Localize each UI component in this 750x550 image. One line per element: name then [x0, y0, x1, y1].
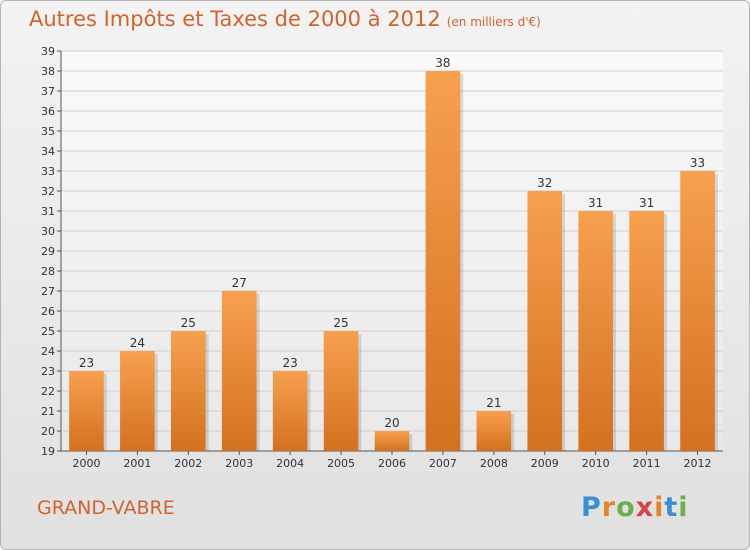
y-tick-label-39: 39 — [41, 45, 55, 58]
bar-2007 — [425, 71, 461, 451]
x-tick-label-2007: 2007 — [429, 457, 457, 470]
bar-2003 — [221, 291, 257, 451]
y-tick-label-33: 33 — [41, 165, 55, 178]
y-tick-label-30: 30 — [41, 225, 55, 238]
data-label-2007: 38 — [435, 56, 450, 70]
commune-name: GRAND-VABRE — [37, 497, 175, 519]
y-tick-label-27: 27 — [41, 285, 55, 298]
chart-unit: (en milliers d'€) — [446, 15, 541, 29]
data-label-2000: 23 — [79, 356, 94, 370]
y-tick-label-31: 31 — [41, 205, 55, 218]
x-tick-label-2009: 2009 — [531, 457, 559, 470]
logo-letter-t: t — [664, 492, 679, 523]
data-label-2010: 31 — [588, 196, 603, 210]
y-tick-label-35: 35 — [41, 125, 55, 138]
y-tick-label-21: 21 — [41, 405, 55, 418]
y-tick-label-36: 36 — [41, 105, 55, 118]
y-tick-label-26: 26 — [41, 305, 55, 318]
y-tick-label-25: 25 — [41, 325, 55, 338]
logo-letter-x: x — [635, 492, 655, 523]
data-label-2012: 33 — [690, 156, 705, 170]
x-tick-label-2011: 2011 — [633, 457, 661, 470]
x-tick-label-2006: 2006 — [378, 457, 406, 470]
bar-2008 — [476, 411, 512, 451]
proxiti-logo: Proxiti — [581, 492, 689, 523]
y-tick-label-38: 38 — [41, 65, 55, 78]
logo-letter-o: o — [616, 492, 636, 523]
chart-title: Autres Impôts et Taxes de 2000 à 2012 (en… — [29, 7, 541, 31]
data-label-2001: 24 — [130, 336, 145, 350]
data-label-2009: 32 — [537, 176, 552, 190]
bar-2011 — [629, 211, 664, 451]
logo-letter-p: P — [581, 492, 602, 523]
data-label-2006: 20 — [384, 416, 399, 430]
bar-2010 — [578, 211, 614, 451]
y-tick-label-22: 22 — [41, 385, 55, 398]
data-label-2003: 27 — [232, 276, 247, 290]
bar-2005 — [323, 331, 359, 451]
x-tick-label-2008: 2008 — [480, 457, 508, 470]
x-tick-label-2003: 2003 — [225, 457, 253, 470]
bar-2004 — [272, 371, 308, 451]
bar-2002 — [170, 331, 206, 451]
bar-2000 — [69, 371, 104, 451]
y-tick-label-34: 34 — [41, 145, 55, 158]
y-tick-label-23: 23 — [41, 365, 55, 378]
y-tick-label-24: 24 — [41, 345, 55, 358]
data-label-2008: 21 — [486, 396, 501, 410]
x-tick-label-2002: 2002 — [174, 457, 202, 470]
bar-2012 — [680, 171, 715, 451]
data-label-2004: 23 — [283, 356, 298, 370]
chart-title-text: Autres Impôts et Taxes de 2000 à 2012 — [29, 7, 441, 31]
x-tick-label-2010: 2010 — [582, 457, 610, 470]
bar-2001 — [120, 351, 155, 451]
y-tick-label-19: 19 — [41, 445, 55, 458]
y-tick-label-20: 20 — [41, 425, 55, 438]
bar-2006 — [374, 431, 410, 451]
logo-letter-i2: i — [678, 492, 689, 523]
x-tick-label-2000: 2000 — [72, 457, 100, 470]
y-tick-label-29: 29 — [41, 245, 55, 258]
data-label-2005: 25 — [333, 316, 348, 330]
logo-letter-r: r — [601, 492, 617, 523]
y-tick-label-37: 37 — [41, 85, 55, 98]
data-label-2011: 31 — [639, 196, 654, 210]
data-label-2002: 25 — [181, 316, 196, 330]
logo-letter-i1: i — [654, 492, 665, 523]
y-tick-label-32: 32 — [41, 185, 55, 198]
bar-2009 — [527, 191, 563, 451]
x-tick-label-2001: 2001 — [123, 457, 151, 470]
x-tick-label-2004: 2004 — [276, 457, 304, 470]
x-tick-label-2005: 2005 — [327, 457, 355, 470]
x-tick-label-2012: 2012 — [684, 457, 712, 470]
y-tick-label-28: 28 — [41, 265, 55, 278]
